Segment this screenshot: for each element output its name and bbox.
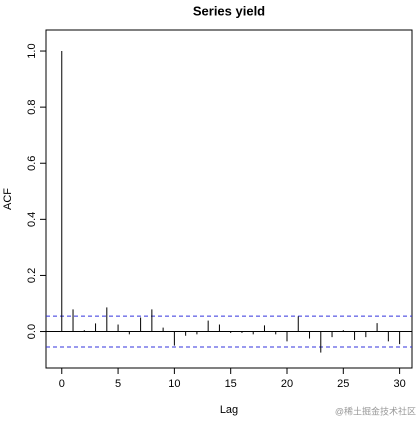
x-tick-label: 10 — [168, 378, 180, 390]
y-tick-label: 0.4 — [26, 212, 38, 227]
x-tick-label: 30 — [393, 378, 405, 390]
x-axis-label: Lag — [220, 404, 238, 416]
x-tick-label: 20 — [281, 378, 293, 390]
x-tick-label: 25 — [337, 378, 349, 390]
x-tick-label: 0 — [59, 378, 65, 390]
x-tick-label: 15 — [225, 378, 237, 390]
y-axis-label: ACF — [2, 188, 14, 210]
y-tick-label: 0.8 — [26, 99, 38, 114]
watermark: @稀土掘金技术社区 — [335, 405, 416, 416]
y-tick-label: 0.0 — [26, 324, 38, 339]
chart-title: Series yield — [193, 3, 265, 18]
x-tick-label: 5 — [115, 378, 121, 390]
y-tick-label: 1.0 — [26, 43, 38, 58]
y-tick-label: 0.6 — [26, 156, 38, 171]
y-tick-label: 0.2 — [26, 268, 38, 283]
